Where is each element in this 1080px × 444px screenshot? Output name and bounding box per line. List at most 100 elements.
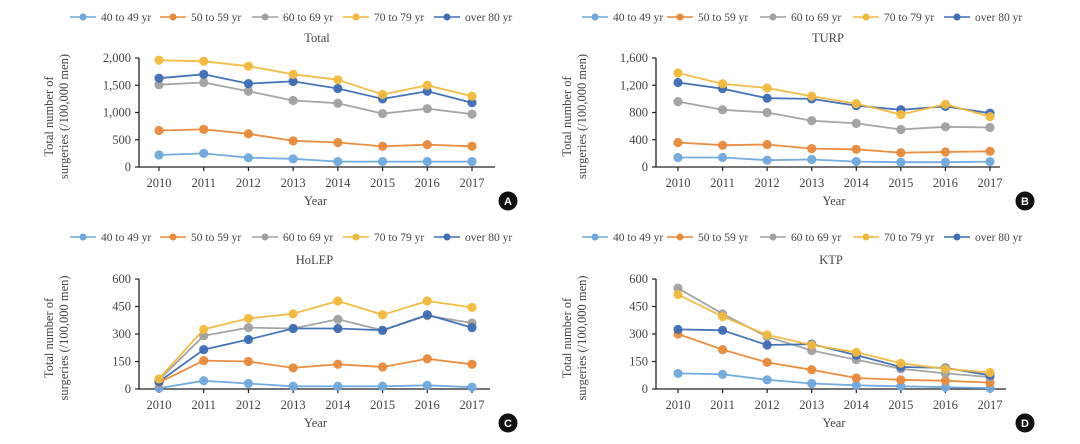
legend-marker xyxy=(79,233,87,241)
legend: 40 to 49 yr 50 to 59 yr 60 to 69 yr 70 to 7… xyxy=(70,232,512,244)
data-point xyxy=(199,148,209,158)
data-point xyxy=(762,83,772,93)
x-axis-title: Year xyxy=(304,416,328,430)
series-line xyxy=(677,81,991,115)
data-point xyxy=(673,368,683,379)
series-70-to-79-yr xyxy=(673,289,995,378)
x-axis-title: Year xyxy=(822,194,846,208)
data-point xyxy=(422,140,432,150)
legend-label: 40 to 49 yr xyxy=(613,232,663,244)
data-point xyxy=(154,374,164,384)
legend-item-40-to-49-yr: 40 to 49 yr xyxy=(582,12,663,24)
data-point xyxy=(807,144,817,154)
x-tick-label: 2011 xyxy=(191,398,216,412)
series-line xyxy=(678,156,991,164)
legend-item-50-to-59-yr: 50 to 59 yr xyxy=(667,232,748,244)
data-point xyxy=(467,91,477,101)
data-point xyxy=(673,289,683,300)
data-point xyxy=(154,150,164,160)
x-tick-label: 2013 xyxy=(281,176,306,190)
legend-marker xyxy=(352,233,360,241)
legend-label: 60 to 69 yr xyxy=(283,232,333,244)
series-70-to-79-yr xyxy=(154,55,477,101)
y-tick-label: 0 xyxy=(642,382,648,396)
y-tick-label: 300 xyxy=(112,327,131,341)
legend-item-40-to-49-yr: 40 to 49 yr xyxy=(582,232,663,244)
y-tick-label: 450 xyxy=(629,300,648,314)
legend-item-over-80-yr: over 80 yr xyxy=(944,232,1022,244)
legend-label: over 80 yr xyxy=(975,12,1022,24)
x-tick-label: 2016 xyxy=(415,398,440,412)
legend-label: over 80 yr xyxy=(465,12,512,24)
chart-svg-c: 40 to 49 yr 50 to 59 yr 60 to 69 yr 70 to 7… xyxy=(42,232,518,433)
legend-item-60-to-69-yr: 60 to 69 yr xyxy=(252,232,333,244)
x-tick-label: 2014 xyxy=(844,398,870,412)
y-axis-title-line-2: surgeries (/100,000 men) xyxy=(575,54,589,179)
legend-label: 40 to 49 yr xyxy=(101,12,151,24)
legend-marker xyxy=(261,13,269,21)
panel-badge: B xyxy=(1015,191,1035,211)
y-tick-label: 800 xyxy=(629,106,648,120)
data-point xyxy=(333,359,343,369)
data-point xyxy=(673,97,683,107)
data-point xyxy=(333,137,343,148)
data-point xyxy=(762,155,772,165)
legend-item-over-80-yr: over 80 yr xyxy=(944,12,1022,24)
data-point xyxy=(422,310,432,320)
data-point xyxy=(288,323,298,334)
data-point xyxy=(288,95,298,106)
data-point xyxy=(333,296,343,306)
x-axis-title: Year xyxy=(304,194,328,208)
x-tick-label: 2013 xyxy=(799,398,824,412)
data-point xyxy=(243,86,254,96)
series-line xyxy=(158,152,472,163)
legend-marker xyxy=(443,233,451,241)
series-line xyxy=(158,357,473,384)
legend-label: over 80 yr xyxy=(465,232,512,244)
data-point xyxy=(762,375,772,385)
data-point xyxy=(377,381,388,391)
data-point xyxy=(467,109,477,119)
data-point xyxy=(896,381,906,391)
data-point xyxy=(896,375,906,385)
data-point xyxy=(422,80,432,90)
y-tick-label: 1,500 xyxy=(103,78,131,92)
legend-label: 60 to 69 yr xyxy=(791,12,841,24)
data-point xyxy=(762,93,772,103)
data-point xyxy=(851,99,861,109)
legend-label: 40 to 49 yr xyxy=(613,12,663,24)
series-60-to-69-yr xyxy=(673,97,995,135)
x-tick-label: 2010 xyxy=(147,398,172,412)
y-tick-label: 1,200 xyxy=(620,78,648,92)
panel-badge-circle xyxy=(498,413,518,433)
x-tick-label: 2011 xyxy=(710,176,735,190)
x-tick-label: 2011 xyxy=(710,398,735,412)
x-tick-label: 2012 xyxy=(236,398,261,412)
data-point xyxy=(673,152,683,163)
legend-marker xyxy=(769,13,777,21)
series-line xyxy=(677,72,991,118)
y-tick-label: 300 xyxy=(629,327,648,341)
data-point xyxy=(717,140,728,150)
data-point xyxy=(243,79,254,89)
data-point xyxy=(467,302,477,313)
data-point xyxy=(243,356,254,367)
data-point xyxy=(896,148,906,158)
panel-badge-letter: B xyxy=(1021,196,1029,208)
series-line xyxy=(677,287,991,378)
y-tick-label: 150 xyxy=(629,355,648,369)
series-line xyxy=(677,293,991,374)
data-point xyxy=(807,154,817,165)
legend-item-70-to-79-yr: 70 to 79 yr xyxy=(343,12,424,24)
data-point xyxy=(199,331,209,341)
data-point xyxy=(422,380,432,390)
data-point xyxy=(717,369,728,379)
data-point xyxy=(851,373,861,383)
panel-badge-circle xyxy=(498,191,518,211)
data-point xyxy=(377,141,388,151)
data-point xyxy=(333,314,343,324)
data-point xyxy=(985,146,995,156)
series-line xyxy=(677,372,991,389)
y-axis-title-line-1: Total number of xyxy=(42,297,56,378)
x-tick-label: 2010 xyxy=(666,398,691,412)
